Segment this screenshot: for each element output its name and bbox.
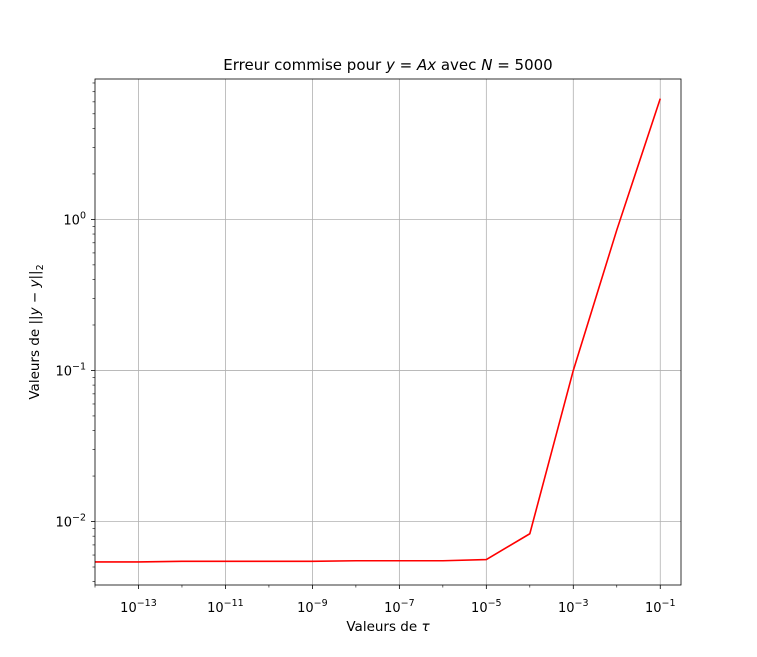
plot-area [94,78,682,586]
y-tick-label: 100 [63,210,86,228]
x-tick-label: 10−9 [297,598,328,616]
x-tick-label: 10−13 [120,598,157,616]
x-tick-label: 10−7 [384,598,415,616]
y-tick-label: 10−1 [55,361,86,379]
x-tick-label: 10−5 [471,598,502,616]
x-tick-label: 10−3 [558,598,589,616]
tick-labels: 10−13 10−11 10−9 10−7 10−5 10−3 10−1 10−2 10−1 10… [55,210,675,616]
y-axis-label: Valeurs de ||y − y||2 [27,264,46,399]
chart-title: Erreur commise pour y = Ax avec N = 5000 [223,56,552,74]
y-tick-label: 10−2 [55,513,86,531]
series-layer [95,98,662,563]
series-line [95,98,662,563]
x-tick-label: 10−1 [645,598,676,616]
ticks [91,82,661,589]
grid [95,79,681,585]
x-axis-label: Valeurs de τ [346,619,430,635]
x-tick-label: 10−11 [207,598,244,616]
